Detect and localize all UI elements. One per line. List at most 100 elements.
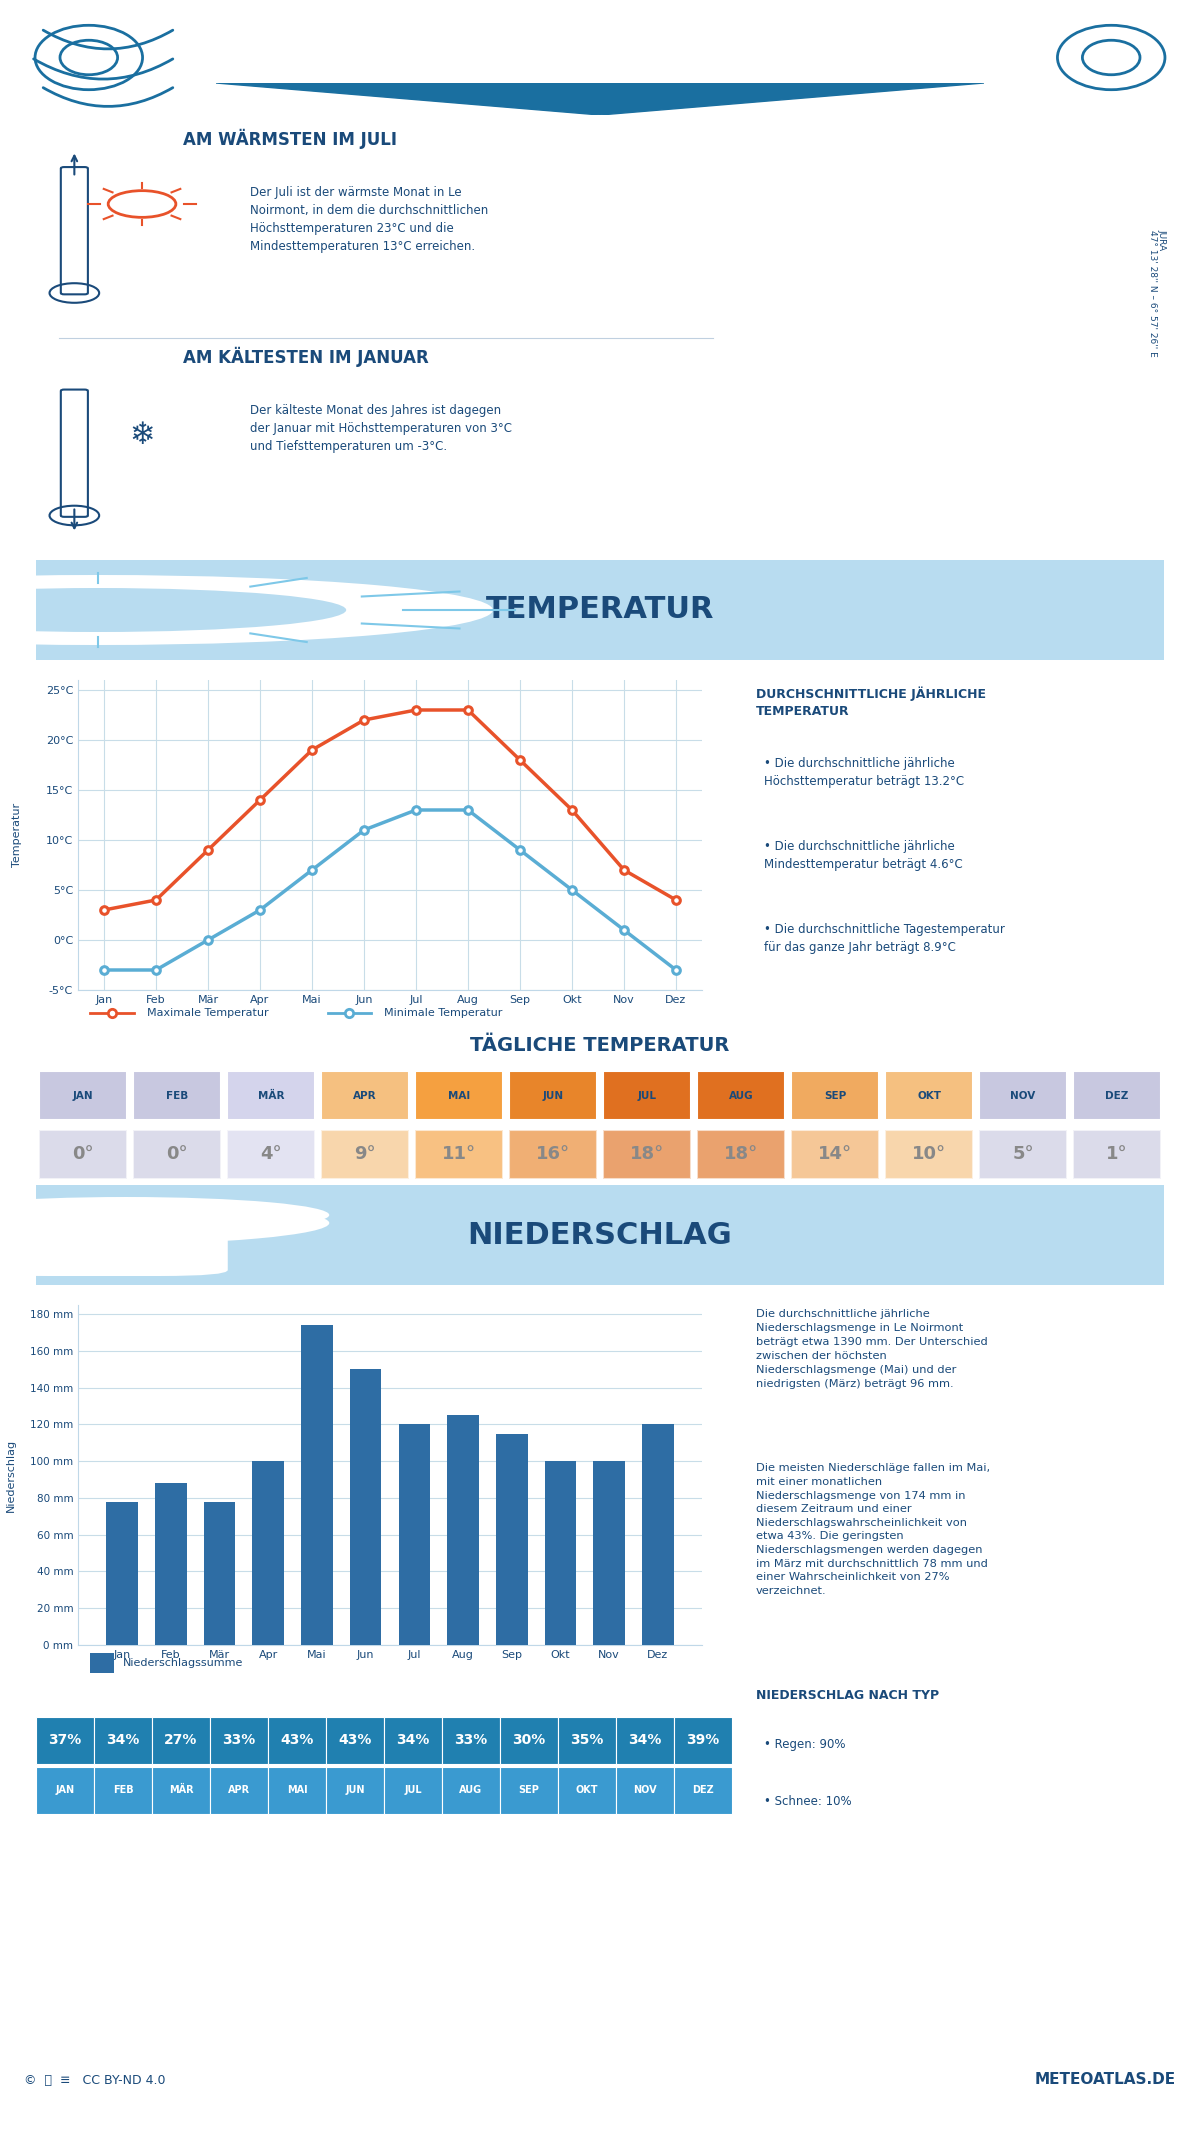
- Text: JUN: JUN: [542, 1091, 564, 1100]
- FancyBboxPatch shape: [558, 1768, 616, 1815]
- FancyBboxPatch shape: [268, 1716, 326, 1763]
- Text: AM KÄLTESTEN IM JANUAR: AM KÄLTESTEN IM JANUAR: [182, 347, 428, 366]
- Text: NOV: NOV: [634, 1785, 656, 1795]
- Bar: [301, 1325, 332, 1646]
- Text: JAN: JAN: [55, 1785, 74, 1795]
- FancyBboxPatch shape: [509, 1130, 598, 1179]
- FancyBboxPatch shape: [384, 1716, 442, 1763]
- FancyBboxPatch shape: [2, 556, 1198, 663]
- Text: NOV: NOV: [1010, 1091, 1036, 1100]
- FancyBboxPatch shape: [616, 1716, 674, 1763]
- Text: MÄR: MÄR: [169, 1785, 193, 1795]
- Text: 47° 13' 28'' N – 6° 57' 26'' E: 47° 13' 28'' N – 6° 57' 26'' E: [1148, 229, 1157, 357]
- Text: NIEDERSCHLAG NACH TYP: NIEDERSCHLAG NACH TYP: [756, 1688, 940, 1701]
- Text: JUL: JUL: [404, 1785, 422, 1795]
- Text: MÄR: MÄR: [258, 1091, 284, 1100]
- Text: 33%: 33%: [455, 1733, 487, 1746]
- Text: NIEDERSCHLAG: NIEDERSCHLAG: [468, 1220, 732, 1250]
- Text: DURCHSCHNITTLICHE JÄHRLICHE
TEMPERATUR: DURCHSCHNITTLICHE JÄHRLICHE TEMPERATUR: [756, 687, 986, 717]
- FancyBboxPatch shape: [0, 1209, 228, 1275]
- FancyBboxPatch shape: [320, 1130, 409, 1179]
- FancyBboxPatch shape: [320, 1070, 409, 1119]
- FancyBboxPatch shape: [884, 1130, 973, 1179]
- Text: • Die durchschnittliche Tagestemperatur
für das ganze Jahr beträgt 8.9°C: • Die durchschnittliche Tagestemperatur …: [764, 922, 1006, 954]
- Text: 43%: 43%: [281, 1733, 313, 1746]
- FancyBboxPatch shape: [326, 1768, 384, 1815]
- Bar: [448, 1415, 479, 1646]
- Text: 34%: 34%: [107, 1733, 139, 1746]
- FancyBboxPatch shape: [152, 1716, 210, 1763]
- Text: Die durchschnittliche jährliche
Niederschlagsmenge in Le Noirmont
beträgt etwa 1: Die durchschnittliche jährliche Niedersc…: [756, 1308, 988, 1389]
- Circle shape: [0, 1201, 329, 1245]
- Text: Der kälteste Monat des Jahres ist dagegen
der Januar mit Höchsttemperaturen von : Der kälteste Monat des Jahres ist dagege…: [251, 404, 512, 454]
- Text: TÄGLICHE TEMPERATUR: TÄGLICHE TEMPERATUR: [470, 1036, 730, 1055]
- FancyBboxPatch shape: [791, 1070, 880, 1119]
- Text: 1°: 1°: [1106, 1145, 1128, 1164]
- FancyBboxPatch shape: [227, 1130, 316, 1179]
- Circle shape: [0, 576, 493, 644]
- Text: SEP: SEP: [824, 1091, 846, 1100]
- Circle shape: [0, 1196, 329, 1233]
- Bar: [642, 1425, 673, 1646]
- Text: AUG: AUG: [728, 1091, 754, 1100]
- Text: 16°: 16°: [536, 1145, 570, 1164]
- FancyBboxPatch shape: [602, 1130, 691, 1179]
- FancyBboxPatch shape: [509, 1070, 598, 1119]
- Y-axis label: Temperatur: Temperatur: [12, 802, 22, 867]
- FancyBboxPatch shape: [94, 1768, 152, 1815]
- Text: FEB: FEB: [166, 1091, 188, 1100]
- FancyBboxPatch shape: [979, 1130, 1067, 1179]
- FancyBboxPatch shape: [210, 1716, 268, 1763]
- FancyBboxPatch shape: [558, 1716, 616, 1763]
- Text: AUG: AUG: [460, 1785, 482, 1795]
- Text: TEMPERATUR: TEMPERATUR: [486, 595, 714, 625]
- FancyBboxPatch shape: [697, 1130, 785, 1179]
- Text: Der Juli ist der wärmste Monat in Le
Noirmont, in dem die durchschnittlichen
Höc: Der Juli ist der wärmste Monat in Le Noi…: [251, 186, 488, 253]
- Text: Maximale Temperatur: Maximale Temperatur: [146, 1008, 269, 1016]
- Text: FEB: FEB: [113, 1785, 133, 1795]
- Bar: [398, 1425, 430, 1646]
- Text: ❄: ❄: [130, 422, 155, 449]
- Text: MAI: MAI: [287, 1785, 307, 1795]
- Text: 30%: 30%: [512, 1733, 546, 1746]
- FancyBboxPatch shape: [602, 1070, 691, 1119]
- FancyBboxPatch shape: [94, 1716, 152, 1763]
- FancyBboxPatch shape: [268, 1768, 326, 1815]
- Text: Minimale Temperatur: Minimale Temperatur: [384, 1008, 502, 1016]
- Text: SEP: SEP: [518, 1785, 540, 1795]
- Polygon shape: [216, 83, 984, 116]
- Text: 0°: 0°: [72, 1145, 94, 1164]
- Bar: [496, 1434, 528, 1646]
- Text: 18°: 18°: [630, 1145, 664, 1164]
- Text: 37%: 37%: [48, 1733, 82, 1746]
- Text: Niederschlagssumme: Niederschlagssumme: [122, 1658, 244, 1667]
- Text: ©  ⓘ  ≡   CC BY-ND 4.0: © ⓘ ≡ CC BY-ND 4.0: [24, 2074, 166, 2086]
- Text: • Regen: 90%: • Regen: 90%: [764, 1738, 846, 1751]
- FancyBboxPatch shape: [415, 1130, 503, 1179]
- FancyBboxPatch shape: [697, 1070, 785, 1119]
- FancyBboxPatch shape: [415, 1070, 503, 1119]
- Bar: [593, 1462, 625, 1646]
- Text: APR: APR: [228, 1785, 250, 1795]
- FancyBboxPatch shape: [500, 1716, 558, 1763]
- Text: JURA: JURA: [1157, 229, 1166, 250]
- Text: 27%: 27%: [164, 1733, 198, 1746]
- Text: NIEDERSCHLAGSWAHRSCHEINLICHKEIT: NIEDERSCHLAGSWAHRSCHEINLICHKEIT: [238, 1688, 530, 1701]
- Text: • Schnee: 10%: • Schnee: 10%: [764, 1795, 852, 1808]
- FancyBboxPatch shape: [500, 1768, 558, 1815]
- Text: • Die durchschnittliche jährliche
Mindesttemperatur beträgt 4.6°C: • Die durchschnittliche jährliche Mindes…: [764, 841, 964, 871]
- Text: 9°: 9°: [354, 1145, 376, 1164]
- FancyBboxPatch shape: [791, 1130, 880, 1179]
- Text: DEZ: DEZ: [692, 1785, 714, 1795]
- Text: 10°: 10°: [912, 1145, 946, 1164]
- Circle shape: [108, 190, 176, 218]
- FancyBboxPatch shape: [152, 1768, 210, 1815]
- Text: METEOATLAS.DE: METEOATLAS.DE: [1034, 2072, 1176, 2086]
- Text: 43%: 43%: [338, 1733, 372, 1746]
- Text: SCHWEIZ: SCHWEIZ: [568, 68, 632, 81]
- Text: OKT: OKT: [917, 1091, 941, 1100]
- FancyBboxPatch shape: [326, 1716, 384, 1763]
- FancyBboxPatch shape: [38, 1130, 127, 1179]
- Bar: [90, 1652, 114, 1673]
- Text: JUN: JUN: [346, 1785, 365, 1795]
